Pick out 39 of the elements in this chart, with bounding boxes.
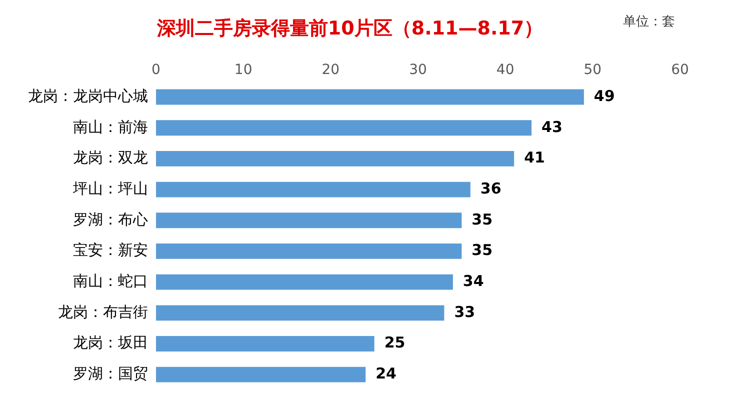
x-tick-label: 0 [152,62,160,78]
bar [156,212,462,228]
data-label: 35 [472,210,493,228]
x-tick-label: 20 [322,62,340,78]
y-tick-label: 龙岗：龙岗中心城 [28,88,148,105]
data-label: 35 [472,241,493,260]
y-tick-label: 南山：蛇口 [73,272,148,290]
x-tick-label: 50 [584,62,602,78]
y-tick-label: 罗湖：国贸 [73,366,148,383]
data-label: 34 [462,272,484,290]
bar [156,274,453,290]
y-tick-label: 南山：前海 [73,118,148,136]
x-tick-label: 30 [409,62,427,78]
data-label: 36 [480,179,502,198]
bar [156,366,366,382]
x-tick-label: 40 [496,62,514,78]
y-tick-label: 龙岗：双龙 [73,150,148,167]
bar [156,150,514,166]
text: 单位：套 [623,14,675,30]
data-label: 43 [542,118,562,136]
x-tick-label: 10 [234,62,252,78]
bar [156,336,374,352]
chart-title: 深圳二手房录得量前10片区（8.11—8.17） [156,17,544,40]
y-tick-label: 宝安：新安 [73,242,148,260]
bar [156,305,444,321]
data-label: 49 [594,86,615,105]
y-tick-label: 坪山：坪山 [72,180,148,198]
data-label: 25 [384,334,406,352]
bar [156,244,462,259]
data-label: 33 [454,302,476,321]
y-tick-label: 龙岗：布吉街 [58,304,148,321]
bar [156,89,584,105]
bar [156,120,532,136]
x-tick-label: 60 [671,62,689,78]
bar [156,182,470,198]
y-tick-label: 龙岗：坂田 [73,334,148,352]
y-tick-label: 罗湖：布心 [73,211,148,228]
data-label: 24 [376,364,396,382]
data-label: 41 [524,148,545,167]
